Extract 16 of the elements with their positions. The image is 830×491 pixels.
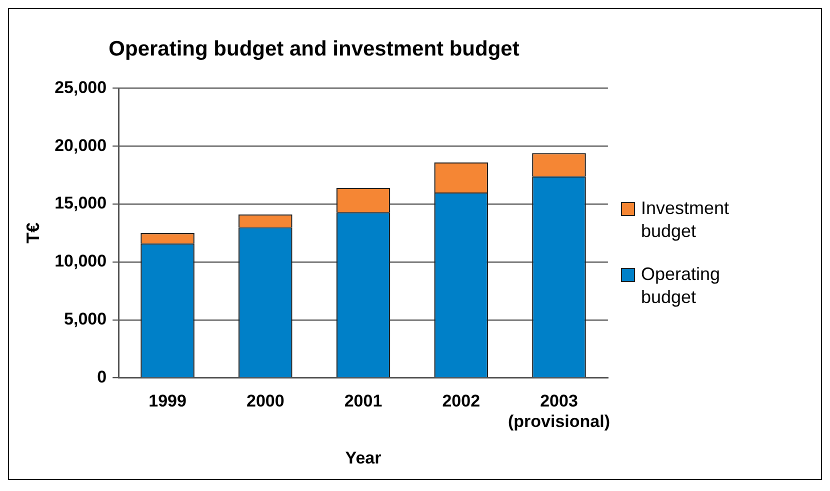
y-tick-label: 5,000 — [64, 310, 107, 329]
y-tick-label: 0 — [97, 367, 107, 386]
y-tick-label: 10,000 — [54, 252, 107, 271]
x-tick-label: 2000 — [246, 392, 284, 411]
y-tick-label: 15,000 — [54, 194, 107, 213]
legend-label: Investment budget — [641, 197, 730, 243]
x-tick-label: 2003 (provisional) — [508, 392, 610, 432]
legend-label: Operating budget — [641, 263, 722, 309]
x-tick-label: 2002 — [442, 392, 480, 411]
y-axis-title: T€ — [22, 222, 43, 244]
y-tick-label: 20,000 — [54, 136, 107, 155]
chart-title: Operating budget and investment budget — [108, 37, 520, 60]
x-axis-title: Year — [345, 448, 382, 468]
x-tick-label: 2001 — [344, 392, 382, 411]
x-tick-label: 1999 — [148, 392, 186, 411]
y-tick-label: 25,000 — [54, 78, 107, 97]
